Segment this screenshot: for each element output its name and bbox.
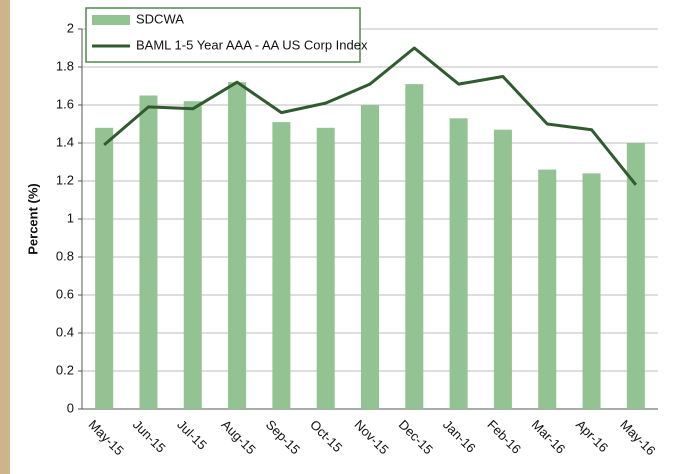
y-tick-label: 2 [67,20,74,35]
y-tick-label: 1 [67,210,74,225]
x-tick-label: Jan-16 [440,417,479,456]
y-tick-label: 0.8 [56,248,74,263]
y-tick-label: 1.8 [56,58,74,73]
bar [139,95,158,409]
x-tick-label: Sep-15 [263,417,303,457]
bar [626,143,645,409]
x-tick-label: Jun-15 [130,417,169,456]
line [103,46,638,186]
legend-label: SDCWA [136,11,184,26]
bar [582,173,601,409]
x-tick-label: May-15 [86,417,127,458]
legend-swatch [92,15,130,25]
x-tick-label: Oct-15 [307,417,345,455]
y-tick-label: 0.2 [56,362,74,377]
x-tick-label: Apr-16 [573,417,611,455]
x-tick-label: Dec-15 [396,417,436,457]
left-border [0,0,10,474]
y-tick-label: 1.2 [56,172,74,187]
bar [228,82,247,409]
bar [405,84,424,409]
y-axis-label: Percent (%) [25,183,40,255]
bar [272,122,291,409]
x-tick-label: Aug-15 [219,417,259,457]
bar [183,101,202,409]
bar [449,118,468,410]
bar [316,127,335,410]
bar [361,105,379,409]
bar [493,129,512,409]
legend-box [85,7,361,63]
bar [538,169,557,409]
y-tick-label: 1.4 [56,134,74,149]
x-tick-label: Mar-16 [529,417,569,457]
y-tick-label: 0.4 [56,324,74,339]
y-tick-label: 1.6 [56,96,74,111]
bar [95,127,114,410]
x-tick-label: Feb-16 [484,417,524,457]
x-tick-label: Nov-15 [351,417,391,457]
y-tick-label: 0 [67,400,74,415]
x-tick-label: May-16 [617,417,658,458]
x-tick-label: Jul-15 [174,417,210,453]
legend-label: BAML 1-5 Year AAA - AA US Corp Index [136,37,368,52]
y-tick-label: 0.6 [56,286,74,301]
